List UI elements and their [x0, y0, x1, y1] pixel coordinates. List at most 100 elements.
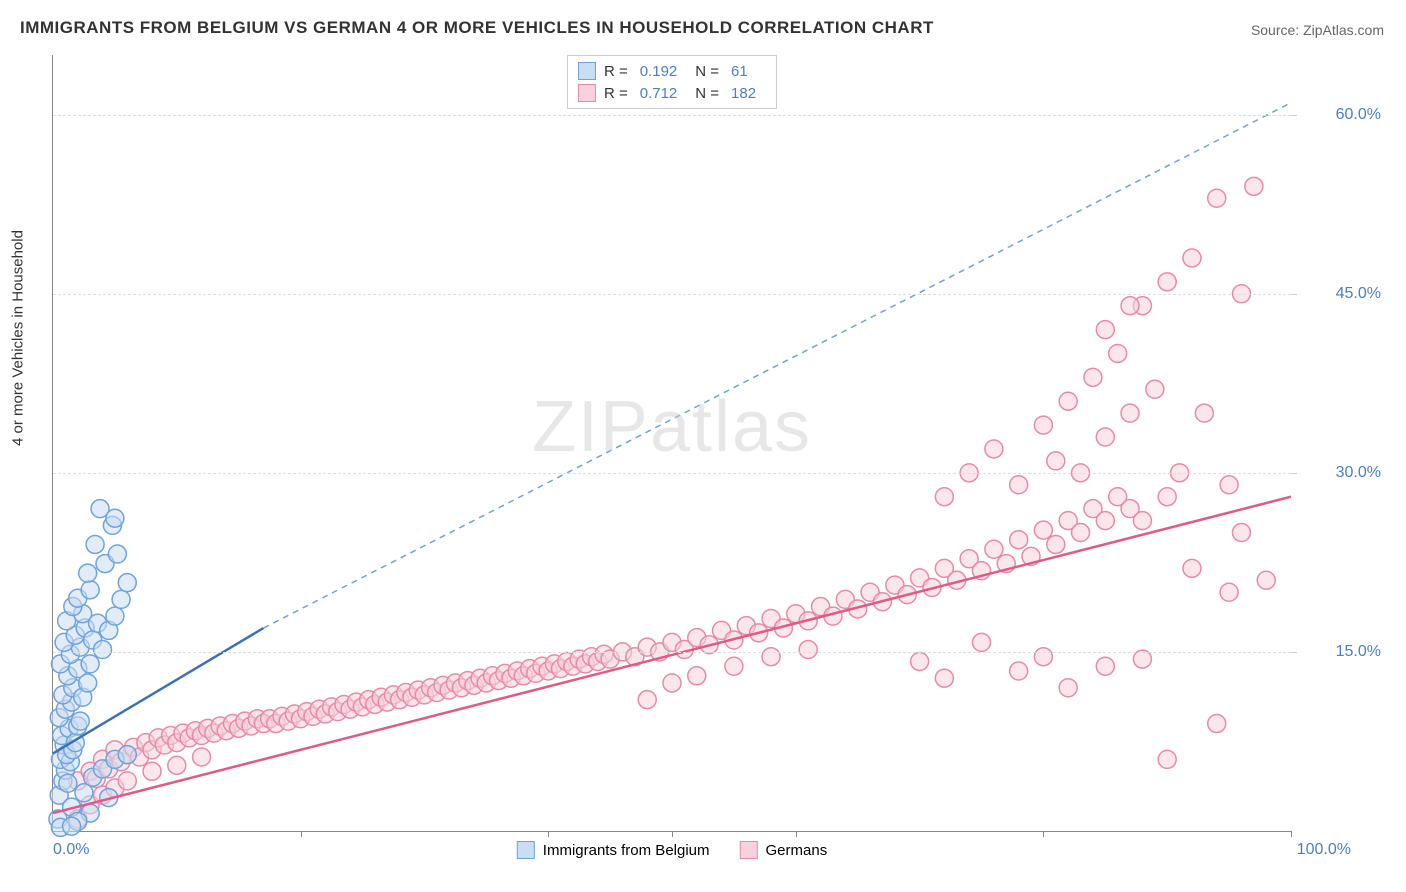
scatter-point [1183, 249, 1201, 267]
scatter-point [79, 674, 97, 692]
legend-row-series-2: R = 0.712 N = 182 [578, 82, 766, 104]
scatter-point [86, 535, 104, 553]
scatter-point [106, 607, 124, 625]
gridline [53, 115, 1291, 116]
scatter-point [63, 817, 81, 835]
y-tick-mark [1291, 473, 1297, 474]
scatter-point [1072, 524, 1090, 542]
series-name-2: Germans [766, 842, 828, 859]
scatter-point [1096, 512, 1114, 530]
scatter-point [1245, 177, 1263, 195]
scatter-point [1232, 524, 1250, 542]
scatter-point [1121, 297, 1139, 315]
scatter-point [638, 691, 656, 709]
y-tick-label: 45.0% [1301, 285, 1381, 303]
scatter-point [1183, 559, 1201, 577]
scatter-point [1257, 571, 1275, 589]
scatter-point [112, 590, 130, 608]
scatter-point [71, 712, 89, 730]
scatter-point [108, 545, 126, 563]
scatter-point [1034, 416, 1052, 434]
series-legend: Immigrants from Belgium Germans [517, 841, 827, 859]
scatter-point [1010, 531, 1028, 549]
scatter-point [1047, 452, 1065, 470]
scatter-point [168, 756, 186, 774]
scatter-point [1220, 583, 1238, 601]
n-value-2: 182 [731, 85, 756, 102]
scatter-point [1010, 662, 1028, 680]
scatter-point [1059, 392, 1077, 410]
scatter-point [973, 633, 991, 651]
scatter-point [935, 488, 953, 506]
scatter-point [81, 581, 99, 599]
scatter-point [1133, 512, 1151, 530]
y-tick-mark [1291, 294, 1297, 295]
scatter-point [1195, 404, 1213, 422]
scatter-point [1220, 476, 1238, 494]
gridline [53, 294, 1291, 295]
chart-plot-area: ZIPatlas R = 0.192 N = 61 R = 0.712 N = … [52, 55, 1291, 832]
r-label: R = [604, 63, 628, 80]
scatter-point [94, 641, 112, 659]
y-axis-label: 4 or more Vehicles in Household [10, 230, 27, 446]
legend-row-series-1: R = 0.192 N = 61 [578, 60, 766, 82]
scatter-point [1084, 368, 1102, 386]
scatter-point [688, 667, 706, 685]
scatter-point [118, 574, 136, 592]
scatter-point [1158, 750, 1176, 768]
scatter-point [1096, 657, 1114, 675]
source-attribution: Source: ZipAtlas.com [1251, 22, 1384, 38]
scatter-point [1047, 535, 1065, 553]
scatter-plot-svg [53, 55, 1291, 831]
scatter-point [985, 540, 1003, 558]
scatter-point [106, 509, 124, 527]
scatter-point [1096, 428, 1114, 446]
n-label: N = [695, 63, 719, 80]
r-label: R = [604, 85, 628, 102]
scatter-point [1158, 488, 1176, 506]
scatter-point [1059, 679, 1077, 697]
scatter-point [1096, 321, 1114, 339]
r-value-1: 0.192 [640, 63, 678, 80]
legend-item-2: Germans [740, 841, 828, 859]
legend-item-1: Immigrants from Belgium [517, 841, 710, 859]
scatter-point [1208, 715, 1226, 733]
gridline [53, 652, 1291, 653]
y-tick-label: 15.0% [1301, 643, 1381, 661]
scatter-point [1010, 476, 1028, 494]
scatter-point [911, 652, 929, 670]
scatter-point [193, 748, 211, 766]
x-tick-mark [301, 831, 302, 837]
scatter-point [799, 641, 817, 659]
scatter-point [143, 762, 161, 780]
scatter-point [118, 746, 136, 764]
legend-swatch-2 [578, 84, 596, 102]
n-value-1: 61 [731, 63, 748, 80]
legend-swatch-bottom-1 [517, 841, 535, 859]
scatter-point [1034, 648, 1052, 666]
x-tick-mark [1043, 831, 1044, 837]
x-tick-100: 100.0% [1297, 841, 1351, 859]
chart-title: IMMIGRANTS FROM BELGIUM VS GERMAN 4 OR M… [20, 18, 934, 38]
scatter-point [59, 774, 77, 792]
r-value-2: 0.712 [640, 85, 678, 102]
legend-swatch-1 [578, 62, 596, 80]
scatter-point [1109, 344, 1127, 362]
y-tick-label: 60.0% [1301, 106, 1381, 124]
legend-swatch-bottom-2 [740, 841, 758, 859]
y-tick-label: 30.0% [1301, 464, 1381, 482]
scatter-point [1208, 189, 1226, 207]
x-tick-0: 0.0% [53, 841, 89, 859]
scatter-point [1034, 521, 1052, 539]
y-tick-mark [1291, 652, 1297, 653]
scatter-point [79, 564, 97, 582]
scatter-point [118, 772, 136, 790]
scatter-point [1146, 380, 1164, 398]
scatter-point [663, 674, 681, 692]
scatter-point [725, 657, 743, 675]
gridline [53, 473, 1291, 474]
scatter-point [935, 669, 953, 687]
y-tick-mark [1291, 115, 1297, 116]
trend-line [263, 103, 1291, 628]
trend-line [53, 497, 1291, 813]
